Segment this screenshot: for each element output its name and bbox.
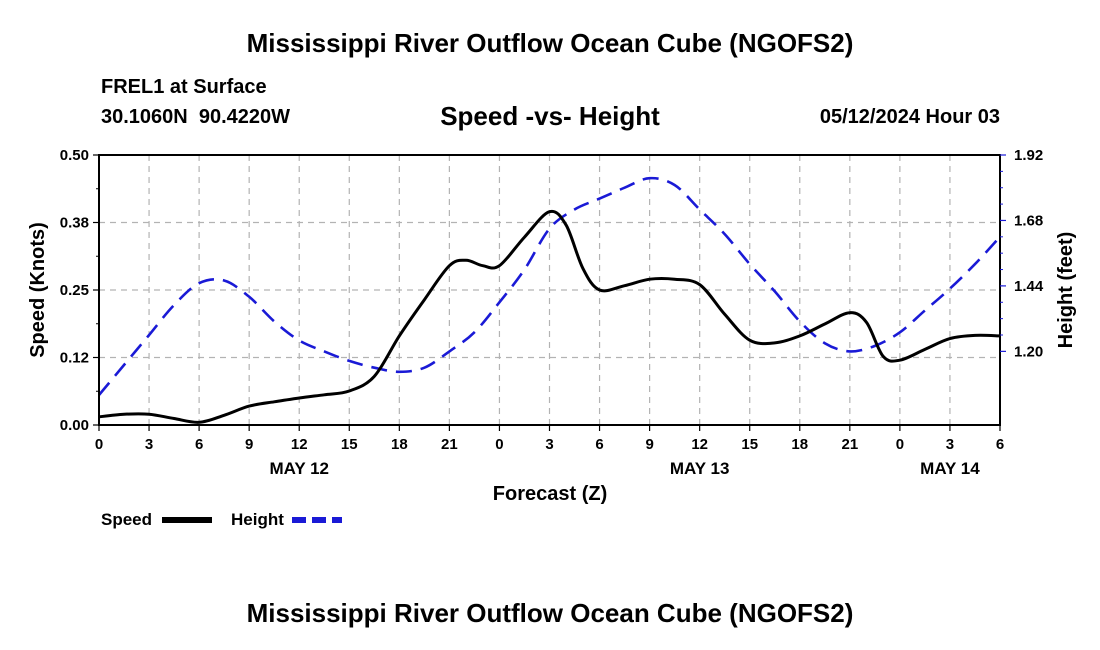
x-tick-label: 0 [896, 436, 904, 453]
x-tick-label: 21 [841, 436, 858, 453]
series-line-speed [98, 209, 1001, 424]
x-tick-label: 21 [441, 436, 458, 453]
y-tick-label: 0.38 [60, 215, 89, 232]
x-tick-label: 12 [691, 436, 708, 453]
main-title: Mississippi River Outflow Ocean Cube (NG… [246, 28, 854, 58]
station-label: FREL1 at Surface [101, 76, 267, 98]
y2-tick-label: 1.20 [1014, 343, 1043, 360]
x-tick-label: 9 [645, 436, 653, 453]
x-tick-label: 0 [495, 436, 503, 453]
legend-label-speed: Speed [101, 510, 152, 529]
y-tick-label: 0.12 [60, 350, 89, 367]
legend-layer: Speed Height [101, 510, 342, 529]
x-tick-label: 3 [946, 436, 954, 453]
coordinates-label: 30.1060N 90.4220W [101, 106, 291, 128]
legend-label-height: Height [231, 510, 284, 529]
x-tick-label: 15 [741, 436, 758, 453]
x-tick-label: 9 [245, 436, 253, 453]
grid-layer [99, 154, 1000, 425]
x-tick-label: 3 [545, 436, 553, 453]
timestamp-label: 05/12/2024 Hour 03 [819, 106, 1000, 128]
x-tick-label: 18 [791, 436, 808, 453]
date-label: MAY 12 [269, 459, 329, 478]
y2-axis-title: Height (feet) [1055, 232, 1077, 349]
x-tick-label: 6 [996, 436, 1004, 453]
date-label: MAY 13 [670, 459, 730, 478]
chart-title: Speed -vs- Height [440, 101, 660, 131]
axis-layer: 0 3 6 9 12 15 18 21 0 3 6 9 12 15 18 21 0 3 6 0.00 0.12 0.25 0… [27, 147, 1077, 505]
y2-tick-label: 1.68 [1014, 212, 1043, 229]
x-tick-label: 0 [95, 436, 103, 453]
y2-tick-label: 1.44 [1014, 278, 1044, 295]
date-label: MAY 14 [920, 459, 980, 478]
y-tick-label: 0.00 [60, 417, 89, 434]
series-layer [98, 176, 1001, 424]
x-axis-title: Forecast (Z) [493, 483, 607, 505]
x-tick-label: 6 [595, 436, 603, 453]
series-line-height [98, 176, 1001, 396]
y-axis-title: Speed (Knots) [27, 222, 49, 358]
x-tick-label: 3 [145, 436, 153, 453]
y2-tick-label: 1.92 [1014, 147, 1043, 164]
x-tick-label: 6 [195, 436, 203, 453]
x-tick-label: 15 [341, 436, 358, 453]
x-tick-label: 18 [391, 436, 408, 453]
x-tick-label: 12 [291, 436, 308, 453]
footer-title: Mississippi River Outflow Ocean Cube (NG… [246, 598, 854, 628]
y-tick-label: 0.50 [60, 147, 89, 164]
y-tick-label: 0.25 [60, 282, 89, 299]
